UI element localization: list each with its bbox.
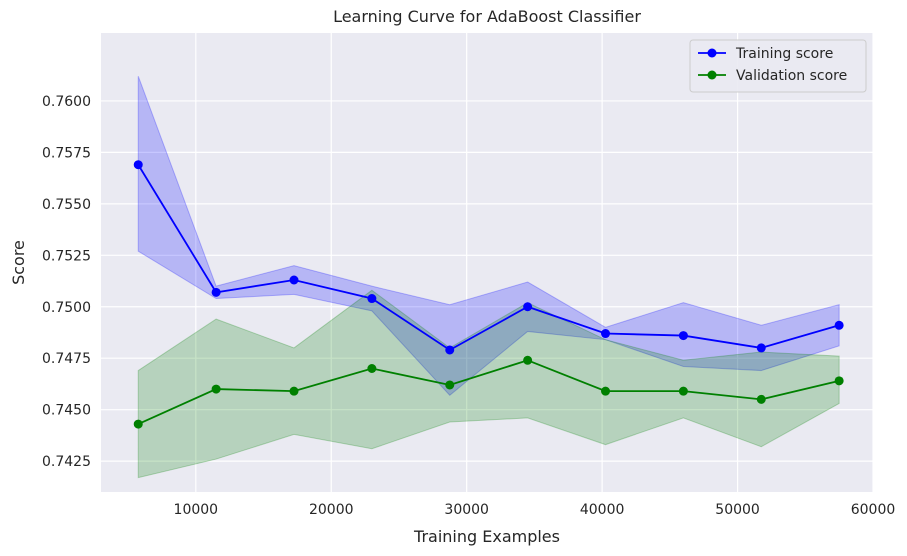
training-score-point xyxy=(523,302,533,312)
y-axis-label: Score xyxy=(9,240,28,285)
training-score-point xyxy=(367,294,377,304)
validation-score-point xyxy=(445,380,455,390)
x-tick-label: 50000 xyxy=(715,502,760,518)
series-points xyxy=(133,160,844,429)
validation-score-point xyxy=(367,364,377,374)
legend-box xyxy=(689,39,867,93)
y-tick-label: 0.7450 xyxy=(42,403,91,419)
confidence-bands xyxy=(137,76,840,479)
training-score-point xyxy=(601,329,611,339)
x-tick-label: 20000 xyxy=(309,502,354,518)
x-tick-label: 60000 xyxy=(851,502,896,518)
training-score-point xyxy=(133,160,143,170)
y-tick-label: 0.7500 xyxy=(42,300,91,316)
training-score-point xyxy=(289,275,299,285)
validation-score-point xyxy=(834,376,844,386)
validation-score-point xyxy=(133,419,143,429)
validation-score-point xyxy=(211,384,221,394)
validation-score-point xyxy=(756,394,766,404)
validation-score-legend-label: Validation score xyxy=(736,68,847,84)
training-score-legend-label: Training score xyxy=(735,46,833,62)
x-tick-label: 10000 xyxy=(174,502,219,518)
training-score-point xyxy=(445,345,455,355)
validation-score-point xyxy=(523,355,533,365)
plot-area xyxy=(101,33,873,492)
x-tick-label: 40000 xyxy=(580,502,625,518)
validation-score-point xyxy=(289,386,299,396)
legend: Training score Validation score xyxy=(689,39,867,93)
training-score-point xyxy=(678,331,688,341)
y-tick-label: 0.7550 xyxy=(42,197,91,213)
series-lines xyxy=(137,164,840,425)
training-score-point xyxy=(756,343,766,353)
y-tick-label: 0.7600 xyxy=(42,94,91,110)
y-tick-label: 0.7525 xyxy=(42,248,91,264)
validation-score-line xyxy=(137,359,840,425)
y-tick-label: 0.7425 xyxy=(42,454,91,470)
x-tick-label: 30000 xyxy=(444,502,489,518)
validation-score-point xyxy=(678,386,688,396)
training-score-legend-marker xyxy=(707,48,717,58)
grid-lines xyxy=(101,33,874,492)
validation-score-legend-marker xyxy=(707,70,717,80)
validation-score-point xyxy=(601,386,611,396)
y-tick-label: 0.7575 xyxy=(42,145,91,161)
y-tick-label: 0.7475 xyxy=(42,351,91,367)
training-score-point xyxy=(211,287,221,297)
training-score-band xyxy=(137,76,840,396)
x-tick-labels: 10000 20000 30000 40000 50000 60000 xyxy=(174,502,896,518)
y-tick-labels: 0.7425 0.7450 0.7475 0.7500 0.7525 0.7550 0.75… xyxy=(42,94,91,470)
training-score-point xyxy=(834,320,844,330)
x-axis-label: Training Examples xyxy=(413,527,560,546)
chart-title: Learning Curve for AdaBoost Classifier xyxy=(333,7,641,26)
training-score-line xyxy=(137,164,840,352)
validation-score-band xyxy=(137,289,840,479)
